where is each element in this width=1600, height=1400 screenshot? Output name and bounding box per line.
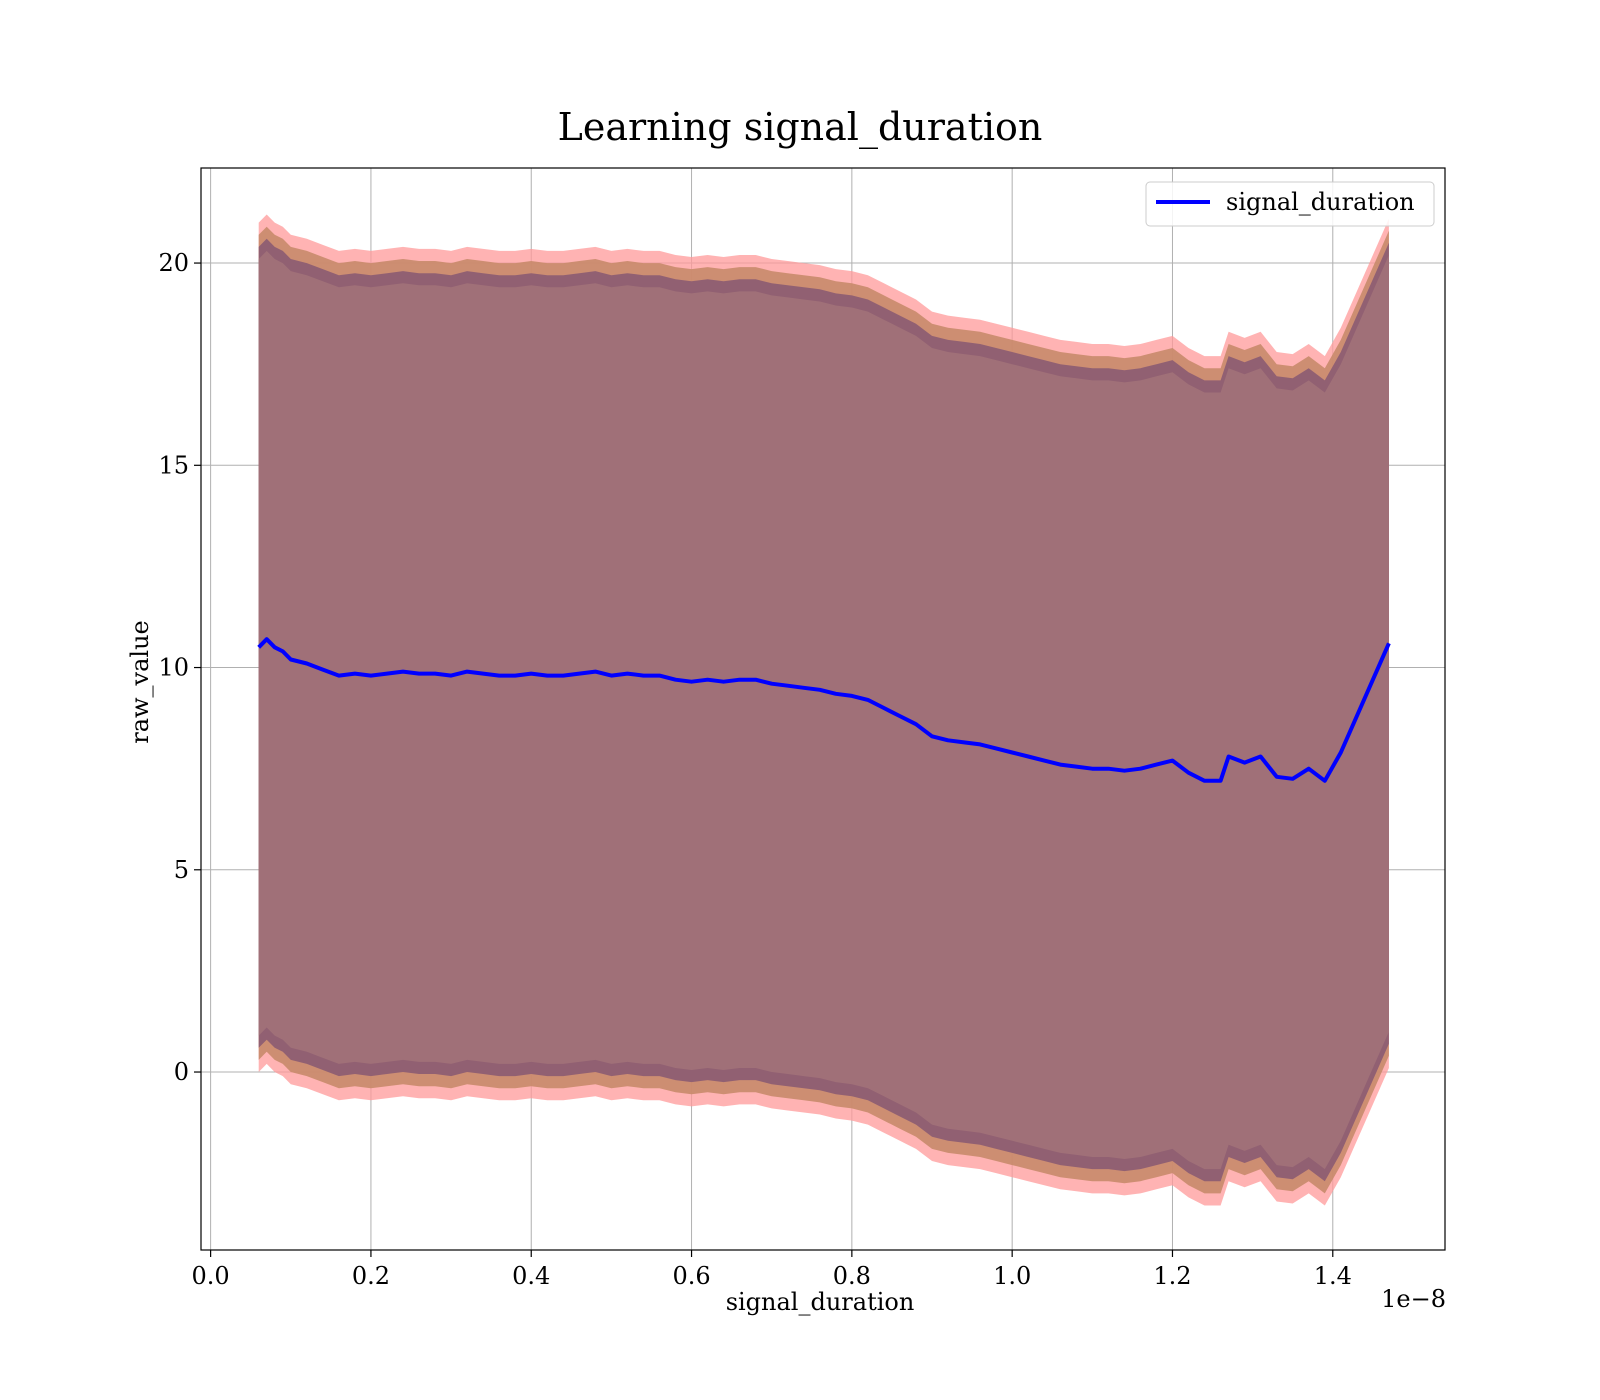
y-tick-label-3: 15 [158, 451, 189, 479]
series-lines [257, 637, 1391, 783]
legend-label: signal_duration [1226, 188, 1415, 216]
y-tick-label-2: 10 [158, 654, 189, 682]
y-axis-label: raw_value [126, 620, 154, 744]
plot-frame [200, 167, 1446, 1251]
x-axis-label: signal_duration [726, 1288, 915, 1316]
x-tick-label-0: 0.0 [192, 1262, 230, 1290]
confidence-bands [258, 214, 1389, 1206]
y-tick-label-4: 20 [158, 249, 189, 277]
y-tick-label-1: 5 [174, 856, 189, 884]
y-tick-label-0: 0 [174, 1058, 189, 1086]
series-line-signal-duration [257, 637, 1391, 783]
x-tick-label-7: 1.4 [1314, 1262, 1352, 1290]
band-core [258, 250, 1389, 1170]
x-tick-label-6: 1.2 [1153, 1262, 1191, 1290]
x-tick-label-3: 0.6 [672, 1262, 710, 1290]
x-tick-label-2: 0.4 [512, 1262, 550, 1290]
y-axis-ticks: 0 5 10 15 20 [158, 249, 201, 1086]
legend-box [1145, 181, 1435, 227]
x-tick-label-5: 1.0 [993, 1262, 1031, 1290]
x-axis-ticks: 0.0 0.2 0.4 0.6 0.8 1.0 1.2 1.4 [192, 1250, 1352, 1290]
chart-title: Learning signal_duration [558, 105, 1043, 150]
legend: signal_duration [1145, 181, 1435, 227]
x-axis-offset-label: 1e−8 [1381, 1285, 1446, 1313]
x-tick-label-4: 0.8 [833, 1262, 871, 1290]
x-tick-label-1: 0.2 [352, 1262, 390, 1290]
